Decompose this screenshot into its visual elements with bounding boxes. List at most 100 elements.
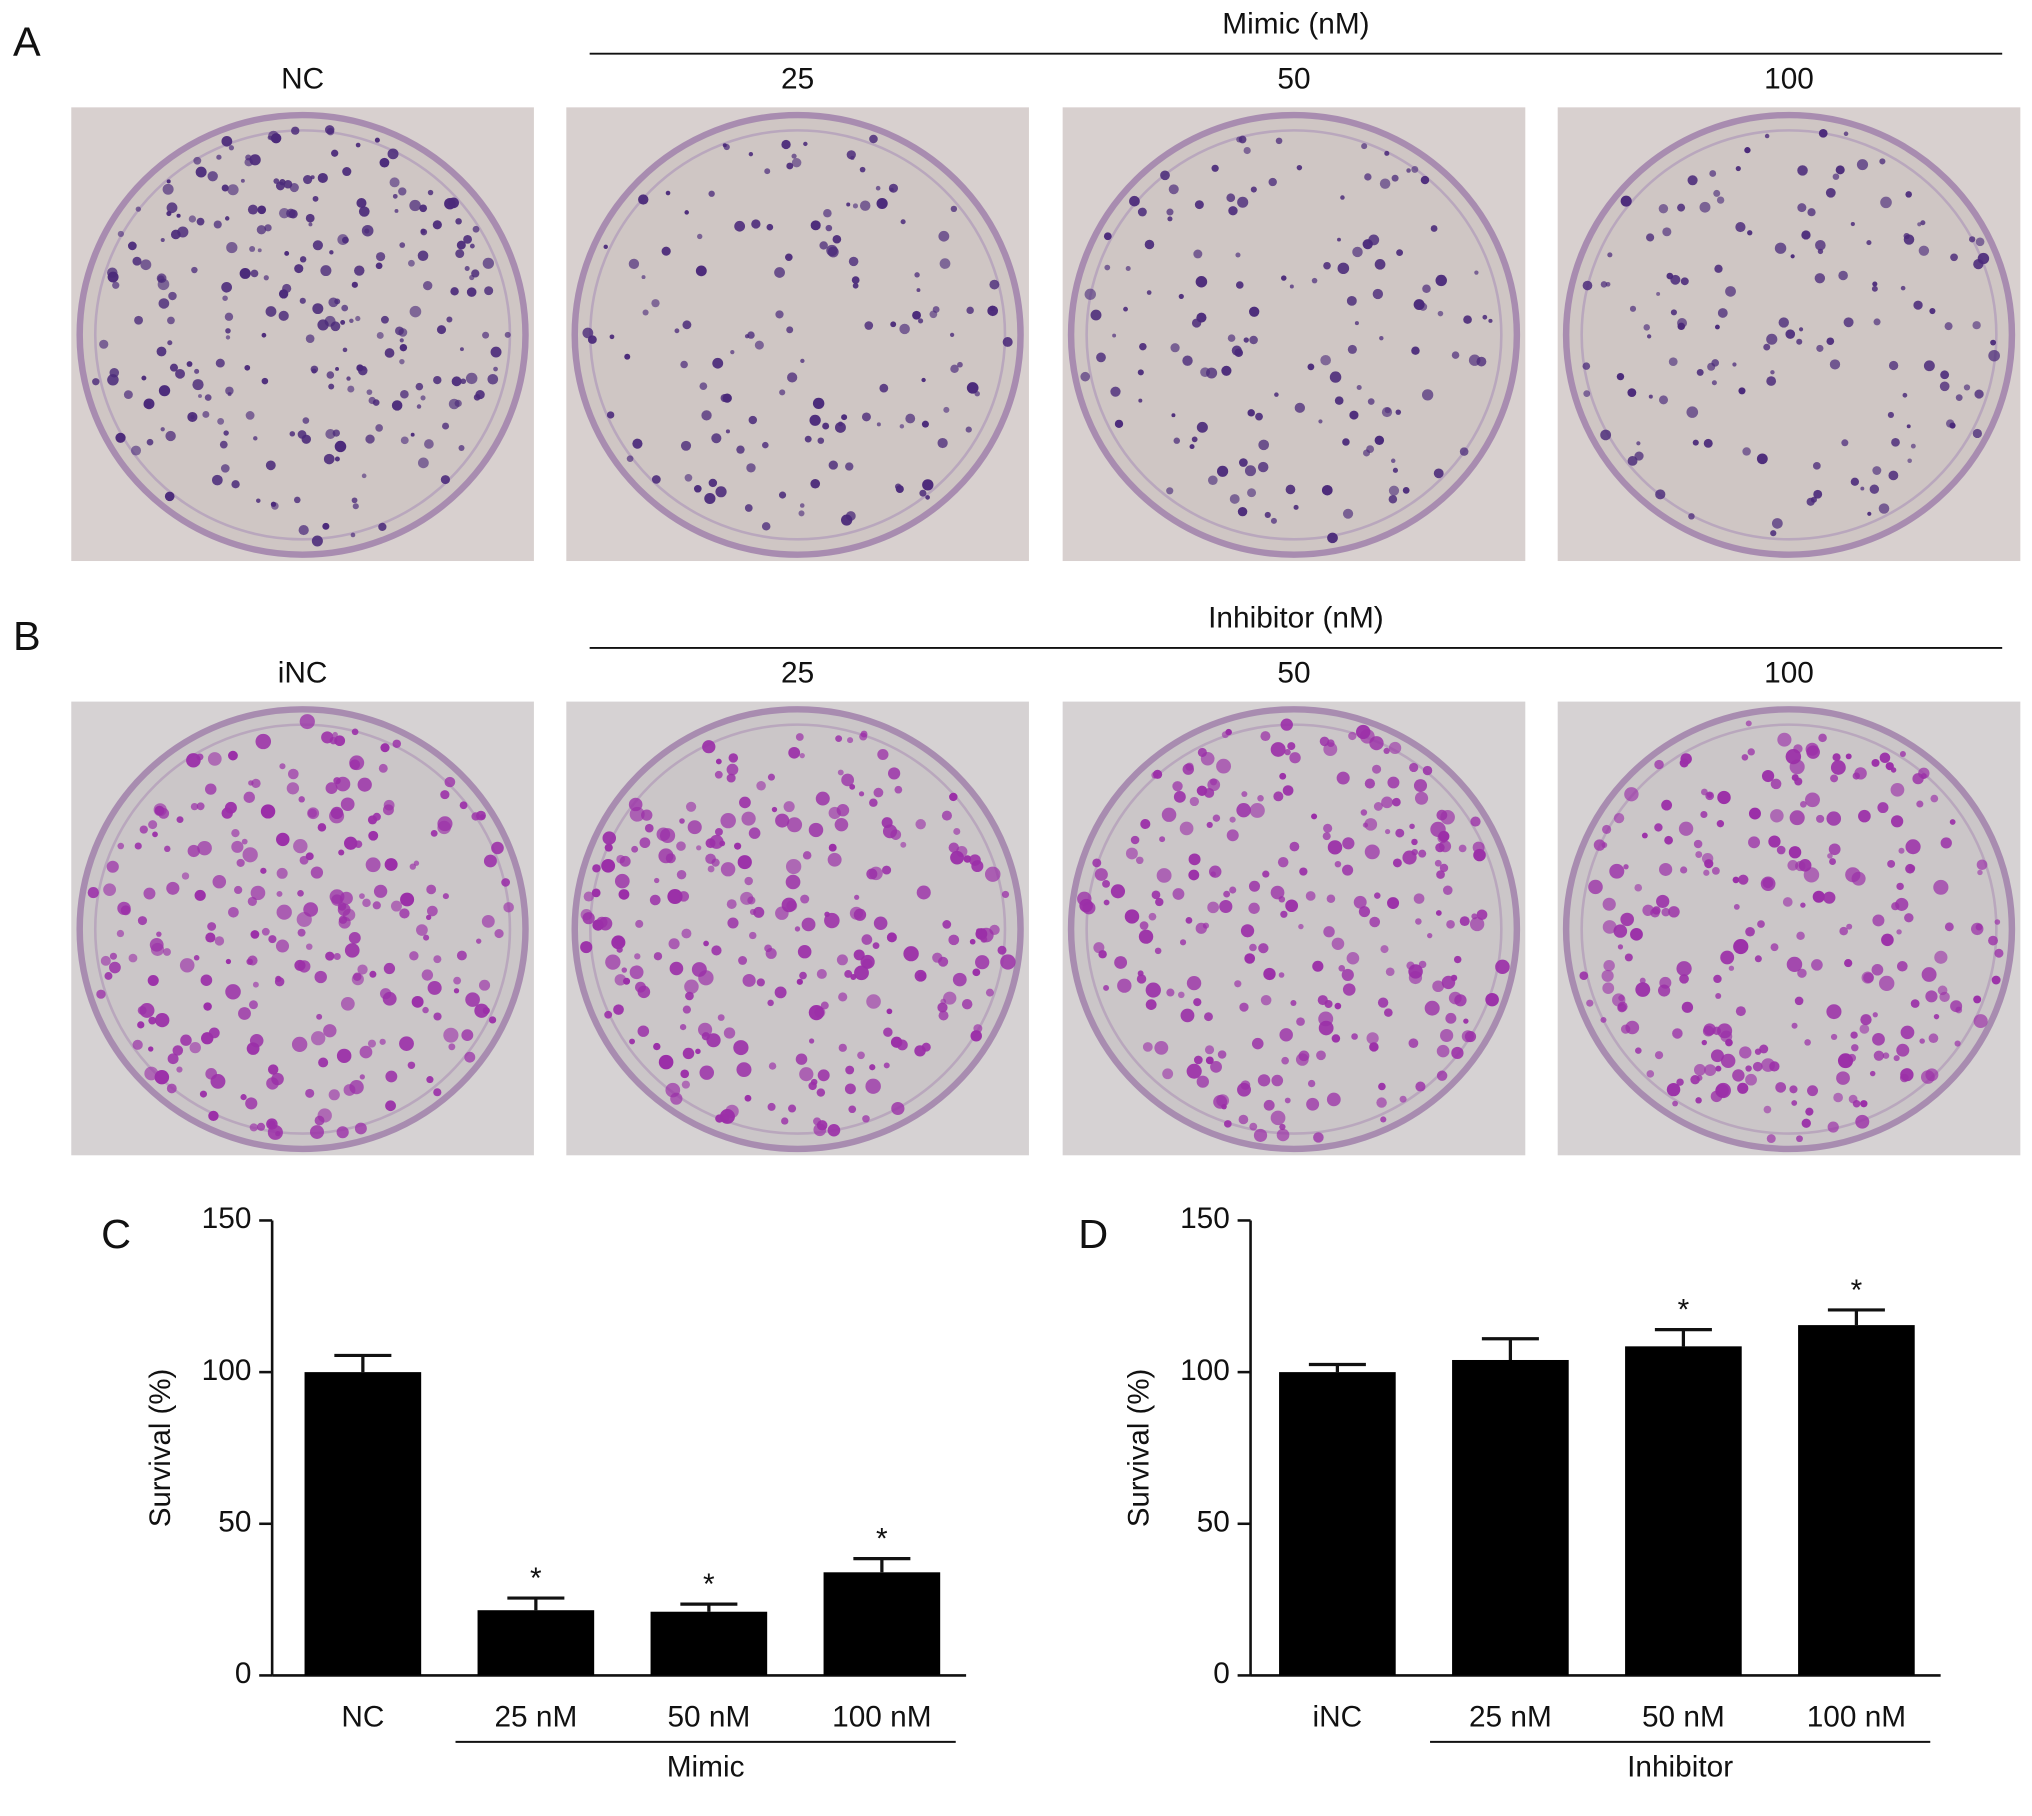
colony bbox=[1264, 511, 1271, 519]
colony bbox=[1327, 840, 1343, 855]
colony bbox=[1788, 846, 1802, 859]
colony bbox=[134, 315, 144, 325]
colony bbox=[1588, 879, 1603, 895]
colony bbox=[123, 390, 133, 400]
colony bbox=[900, 841, 907, 848]
colony bbox=[349, 1080, 364, 1095]
colony bbox=[314, 970, 327, 984]
colony bbox=[1422, 284, 1431, 293]
colony bbox=[1270, 885, 1285, 900]
colony bbox=[1298, 923, 1304, 930]
colony bbox=[1340, 195, 1345, 200]
colony bbox=[1159, 836, 1166, 843]
colony bbox=[1617, 944, 1624, 950]
colony bbox=[351, 497, 358, 504]
y-tick-label: 100 bbox=[1180, 1354, 1230, 1387]
colony bbox=[228, 145, 235, 151]
colony bbox=[1600, 281, 1608, 288]
colony bbox=[1856, 159, 1869, 171]
colony bbox=[1796, 1135, 1803, 1143]
colony bbox=[876, 422, 881, 427]
colony bbox=[460, 378, 467, 385]
colony bbox=[1142, 1042, 1153, 1052]
colony bbox=[1704, 859, 1714, 869]
colony bbox=[744, 504, 753, 512]
colony bbox=[265, 460, 276, 471]
colony bbox=[1841, 439, 1849, 447]
colony bbox=[117, 901, 131, 915]
colony bbox=[989, 924, 1000, 936]
colony bbox=[166, 179, 171, 184]
colony bbox=[1211, 164, 1219, 172]
colony bbox=[1439, 840, 1452, 853]
colony bbox=[276, 867, 288, 879]
colony bbox=[1388, 741, 1402, 755]
colony bbox=[667, 889, 683, 905]
colony bbox=[1634, 883, 1643, 892]
colony bbox=[1770, 943, 1779, 952]
colony bbox=[1761, 769, 1775, 783]
colony bbox=[1225, 728, 1232, 736]
colony bbox=[1139, 921, 1149, 930]
colony bbox=[117, 842, 125, 850]
colony bbox=[1392, 797, 1401, 807]
colony bbox=[1276, 1128, 1290, 1142]
colony bbox=[257, 205, 267, 215]
error-bar bbox=[1827, 1308, 1885, 1326]
colony bbox=[1817, 248, 1824, 255]
colony bbox=[1244, 953, 1256, 964]
colony bbox=[1409, 823, 1415, 830]
colony bbox=[761, 522, 771, 531]
colony bbox=[1738, 387, 1746, 395]
colony bbox=[812, 397, 825, 410]
colony bbox=[1854, 767, 1867, 780]
colony bbox=[325, 951, 335, 961]
colony bbox=[1832, 753, 1841, 762]
colony bbox=[1313, 1132, 1324, 1143]
colony bbox=[1395, 828, 1405, 838]
colony bbox=[1196, 312, 1207, 323]
colony bbox=[1873, 318, 1881, 326]
colony bbox=[1805, 742, 1819, 756]
colony bbox=[294, 264, 304, 274]
colony bbox=[158, 298, 170, 309]
colony bbox=[1759, 1044, 1769, 1054]
colony bbox=[1374, 259, 1386, 270]
colony bbox=[1148, 912, 1157, 921]
colony bbox=[1430, 225, 1438, 232]
colony bbox=[481, 915, 495, 928]
error-bar bbox=[334, 1353, 392, 1373]
colony bbox=[334, 298, 341, 305]
colony bbox=[714, 770, 723, 779]
colony bbox=[1488, 318, 1493, 323]
colony bbox=[814, 1006, 826, 1018]
colony bbox=[167, 340, 173, 346]
colony bbox=[1281, 275, 1287, 281]
colony bbox=[764, 168, 771, 175]
colony bbox=[1195, 276, 1208, 288]
colony bbox=[661, 246, 671, 256]
colony bbox=[1103, 232, 1112, 241]
colony bbox=[1735, 1006, 1746, 1017]
colony bbox=[1366, 445, 1375, 454]
colony bbox=[815, 791, 830, 806]
colony bbox=[858, 791, 865, 797]
colony bbox=[271, 1072, 284, 1086]
colony bbox=[458, 445, 465, 451]
colony bbox=[980, 935, 988, 943]
colony bbox=[1891, 438, 1900, 447]
colony bbox=[1732, 1069, 1745, 1082]
colony bbox=[699, 1065, 715, 1080]
colony bbox=[1470, 816, 1481, 827]
colony bbox=[1189, 444, 1195, 450]
colony bbox=[1826, 1004, 1842, 1020]
colony bbox=[1725, 286, 1736, 297]
colony bbox=[375, 424, 383, 432]
colony bbox=[1732, 876, 1740, 884]
colony bbox=[800, 358, 805, 364]
colony bbox=[1925, 990, 1938, 1003]
colony bbox=[903, 946, 919, 962]
significance-mark: * bbox=[1678, 1294, 1690, 1327]
colony bbox=[730, 350, 735, 355]
colony bbox=[356, 364, 364, 372]
